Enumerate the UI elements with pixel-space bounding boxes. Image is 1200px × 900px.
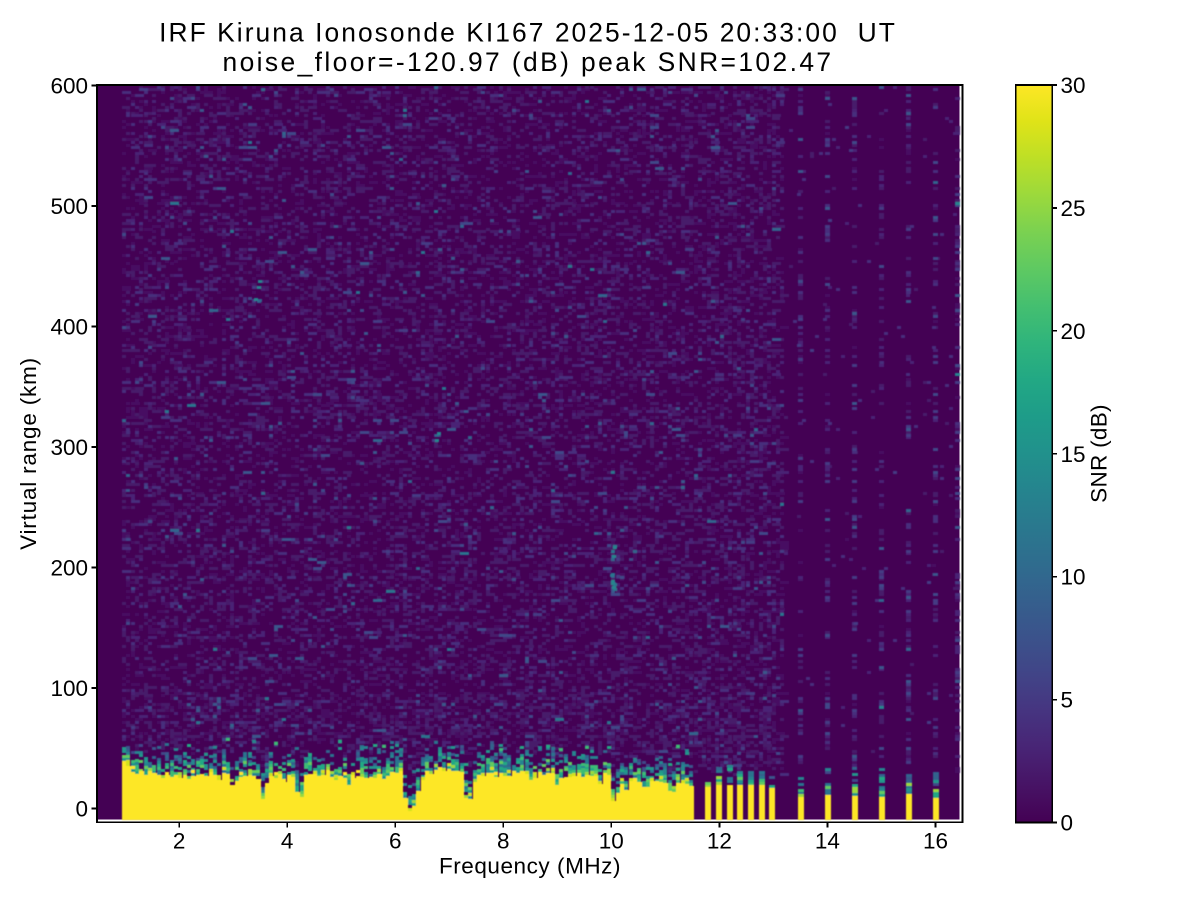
svg-text:IRF Kiruna Ionosonde KI167 202: IRF Kiruna Ionosonde KI167 2025-12-05 20… — [159, 18, 897, 48]
svg-text:Virtual range (km): Virtual range (km) — [16, 357, 41, 550]
svg-text:12: 12 — [707, 829, 732, 854]
svg-text:300: 300 — [50, 435, 88, 460]
svg-text:30: 30 — [1061, 73, 1086, 98]
svg-text:0: 0 — [1061, 811, 1074, 836]
svg-text:100: 100 — [50, 676, 88, 701]
svg-text:10: 10 — [599, 829, 624, 854]
svg-text:10: 10 — [1061, 565, 1086, 590]
svg-text:25: 25 — [1061, 196, 1086, 221]
svg-text:SNR (dB): SNR (dB) — [1087, 404, 1112, 503]
svg-text:400: 400 — [50, 315, 88, 340]
svg-text:Frequency (MHz): Frequency (MHz) — [439, 853, 621, 878]
svg-text:14: 14 — [815, 829, 840, 854]
svg-text:noise_floor=-120.97 (dB) peak: noise_floor=-120.97 (dB) peak SNR=102.47 — [223, 47, 834, 77]
svg-text:20: 20 — [1061, 319, 1086, 344]
svg-text:4: 4 — [281, 829, 294, 854]
svg-text:500: 500 — [50, 194, 88, 219]
svg-text:16: 16 — [923, 829, 948, 854]
svg-text:6: 6 — [389, 829, 402, 854]
svg-text:15: 15 — [1061, 442, 1086, 467]
svg-text:0: 0 — [75, 796, 88, 821]
svg-text:2: 2 — [173, 829, 186, 854]
svg-text:200: 200 — [50, 555, 88, 580]
svg-text:8: 8 — [497, 829, 510, 854]
svg-text:5: 5 — [1061, 688, 1074, 713]
svg-text:600: 600 — [50, 74, 88, 99]
